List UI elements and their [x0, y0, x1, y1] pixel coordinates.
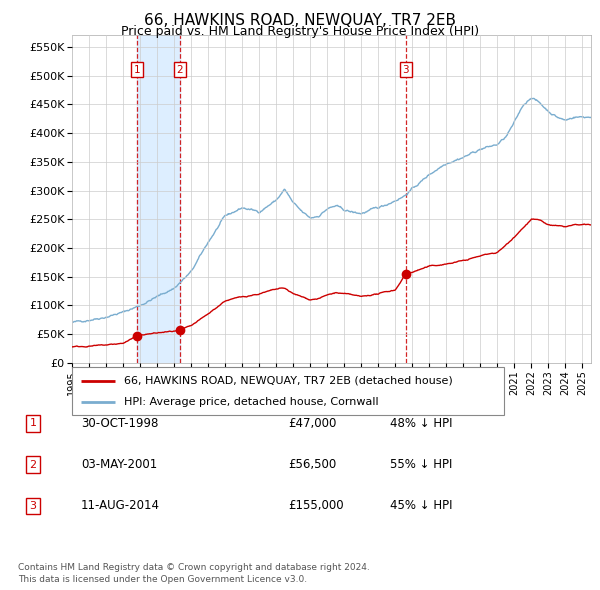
- Text: 55% ↓ HPI: 55% ↓ HPI: [390, 458, 452, 471]
- Text: This data is licensed under the Open Government Licence v3.0.: This data is licensed under the Open Gov…: [18, 575, 307, 584]
- Text: £56,500: £56,500: [288, 458, 336, 471]
- Text: HPI: Average price, detached house, Cornwall: HPI: Average price, detached house, Corn…: [124, 397, 379, 407]
- Text: 66, HAWKINS ROAD, NEWQUAY, TR7 2EB: 66, HAWKINS ROAD, NEWQUAY, TR7 2EB: [144, 13, 456, 28]
- Bar: [137, 35, 180, 363]
- Text: 03-MAY-2001: 03-MAY-2001: [81, 458, 157, 471]
- Text: 11-AUG-2014: 11-AUG-2014: [81, 499, 160, 513]
- Text: 3: 3: [403, 65, 409, 75]
- Text: 2: 2: [29, 460, 37, 470]
- Text: 1: 1: [134, 65, 140, 75]
- Text: 66, HAWKINS ROAD, NEWQUAY, TR7 2EB (detached house): 66, HAWKINS ROAD, NEWQUAY, TR7 2EB (deta…: [124, 375, 452, 385]
- Text: 3: 3: [29, 501, 37, 511]
- Text: 45% ↓ HPI: 45% ↓ HPI: [390, 499, 452, 513]
- FancyBboxPatch shape: [72, 367, 504, 415]
- Text: 1: 1: [29, 418, 37, 428]
- Text: Price paid vs. HM Land Registry's House Price Index (HPI): Price paid vs. HM Land Registry's House …: [121, 25, 479, 38]
- Text: 30-OCT-1998: 30-OCT-1998: [81, 417, 158, 430]
- Text: 48% ↓ HPI: 48% ↓ HPI: [390, 417, 452, 430]
- Text: 2: 2: [176, 65, 183, 75]
- Text: £155,000: £155,000: [288, 499, 344, 513]
- Text: Contains HM Land Registry data © Crown copyright and database right 2024.: Contains HM Land Registry data © Crown c…: [18, 563, 370, 572]
- Text: £47,000: £47,000: [288, 417, 337, 430]
